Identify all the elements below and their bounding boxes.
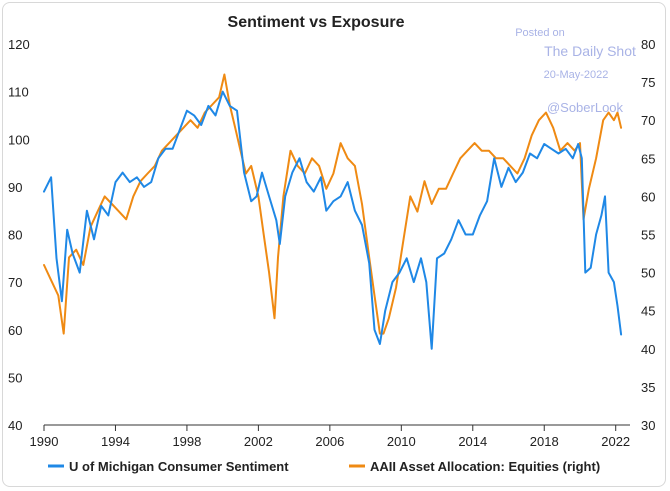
left-tick-label: 110 [8, 85, 29, 100]
right-tick-label: 30 [641, 418, 655, 433]
left-tick-label: 90 [8, 180, 22, 195]
x-tick-label: 1994 [101, 434, 130, 449]
left-axis: 40 50 60 70 80 90 100 110 120 [8, 37, 30, 433]
left-tick-label: 40 [8, 418, 22, 433]
watermark-posted-on: Posted on [515, 27, 565, 39]
right-tick-label: 50 [641, 266, 655, 281]
x-tick-label: 2018 [530, 434, 559, 449]
x-tick-label: 1998 [172, 434, 201, 449]
legend: U of Michigan Consumer Sentiment AAII As… [48, 459, 600, 474]
right-tick-label: 35 [641, 380, 655, 395]
series-line-umich-sentiment [43, 90, 623, 350]
chart-frame [2, 2, 666, 487]
left-tick-label: 80 [8, 228, 22, 243]
x-axis: 1990 1994 1998 2002 2006 2010 2014 2018 2022 [30, 424, 630, 449]
right-tick-label: 80 [641, 37, 655, 52]
series-line-aaii-equities [43, 73, 623, 335]
right-tick-label: 40 [641, 342, 655, 357]
legend-label-umich: U of Michigan Consumer Sentiment [69, 459, 289, 474]
right-tick-label: 65 [641, 151, 655, 166]
x-tick-label: 2010 [387, 434, 416, 449]
watermark-handle: @SoberLook [547, 100, 624, 115]
left-tick-label: 100 [8, 132, 30, 147]
x-tick-label: 2014 [458, 434, 487, 449]
left-tick-label: 60 [8, 323, 22, 338]
legend-label-aaii: AAII Asset Allocation: Equities (right) [370, 459, 600, 474]
right-tick-label: 45 [641, 304, 655, 319]
right-tick-label: 55 [641, 228, 655, 243]
x-tick-label: 1990 [30, 434, 59, 449]
x-tick-label: 2006 [315, 434, 344, 449]
chart-title: Sentiment vs Exposure [228, 14, 405, 31]
right-tick-label: 75 [641, 75, 655, 90]
x-tick-label: 2022 [601, 434, 630, 449]
series-layer [43, 73, 623, 350]
left-tick-label: 70 [8, 275, 22, 290]
right-tick-label: 60 [641, 189, 655, 204]
watermark-site: The Daily Shot [544, 43, 636, 59]
right-tick-label: 70 [641, 113, 655, 128]
x-tick-label: 2002 [244, 434, 273, 449]
left-tick-label: 50 [8, 370, 22, 385]
watermark: Posted on The Daily Shot 20-May-2022 @So… [515, 27, 636, 115]
left-tick-label: 120 [8, 37, 30, 52]
right-axis: 30 35 40 45 50 55 60 65 70 75 80 [641, 37, 655, 433]
watermark-date: 20-May-2022 [544, 69, 609, 81]
